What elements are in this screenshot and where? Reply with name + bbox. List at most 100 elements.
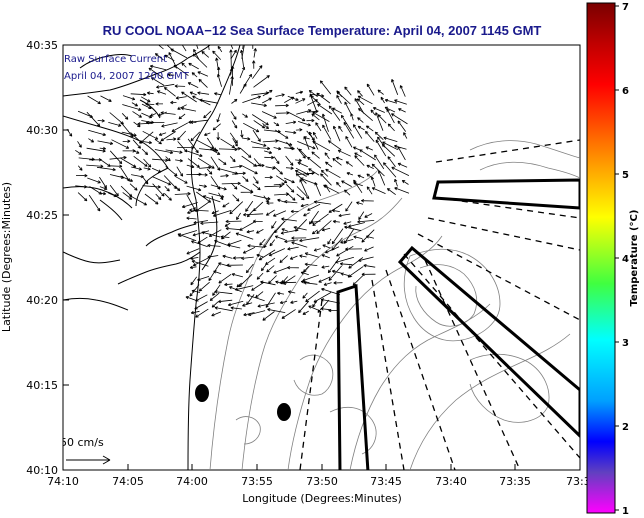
current-vector bbox=[239, 66, 246, 79]
current-vector bbox=[122, 95, 136, 101]
temperature-colorbar: 7 6 5 4 3 2 1 Temperature (°C) bbox=[586, 2, 640, 517]
current-vector bbox=[295, 98, 306, 104]
current-vector bbox=[391, 113, 408, 125]
current-vector bbox=[274, 220, 286, 234]
current-vector bbox=[284, 200, 298, 204]
current-vector bbox=[197, 71, 209, 77]
current-vector bbox=[240, 190, 254, 194]
current-vector bbox=[175, 96, 187, 100]
current-vector bbox=[399, 85, 406, 97]
current-vector bbox=[194, 45, 199, 50]
colorbar-ticks bbox=[615, 5, 619, 511]
current-vector bbox=[277, 291, 285, 296]
current-vector bbox=[285, 120, 297, 125]
current-vector bbox=[297, 121, 311, 127]
current-vector bbox=[252, 65, 263, 79]
current-vector bbox=[290, 300, 298, 304]
current-vector bbox=[343, 121, 355, 139]
current-vector bbox=[358, 211, 365, 221]
current-vector bbox=[185, 150, 203, 157]
current-vector bbox=[209, 292, 220, 301]
current-vector bbox=[335, 156, 343, 161]
current-vector bbox=[340, 239, 354, 244]
current-vector bbox=[224, 282, 233, 287]
current-vector bbox=[372, 107, 385, 113]
current-vector bbox=[220, 235, 230, 239]
current-vector bbox=[310, 220, 321, 224]
current-vector bbox=[264, 184, 283, 188]
current-vector bbox=[320, 169, 329, 177]
current-vector bbox=[286, 192, 296, 201]
current-vector bbox=[175, 158, 183, 163]
current-vector bbox=[231, 182, 238, 190]
current-vector bbox=[287, 246, 299, 251]
current-vector bbox=[207, 243, 221, 248]
x-tick-label: 73:40 bbox=[435, 475, 467, 488]
colorbar-tick: 7 bbox=[622, 2, 629, 13]
current-vector bbox=[328, 265, 343, 281]
current-vector bbox=[364, 213, 373, 218]
current-vector bbox=[357, 125, 365, 131]
current-vector bbox=[177, 233, 197, 242]
current-vector bbox=[377, 114, 387, 124]
current-vector bbox=[344, 86, 352, 96]
current-vector bbox=[346, 172, 354, 176]
current-vector bbox=[344, 189, 351, 196]
current-vector bbox=[241, 256, 254, 260]
current-vector bbox=[96, 166, 116, 172]
current-vector bbox=[227, 244, 241, 249]
current-vector bbox=[321, 113, 329, 132]
current-vector bbox=[306, 118, 315, 123]
current-vector bbox=[227, 300, 244, 307]
bathymetry-contours bbox=[209, 140, 580, 470]
current-vector bbox=[164, 186, 170, 192]
current-vector bbox=[354, 98, 365, 114]
current-vector bbox=[304, 252, 320, 258]
colorbar-tick: 6 bbox=[622, 86, 629, 97]
current-vector bbox=[181, 45, 187, 52]
current-vector bbox=[220, 138, 236, 149]
current-vector bbox=[331, 269, 343, 274]
current-vector bbox=[141, 103, 152, 109]
current-vector bbox=[163, 87, 176, 97]
current-vector bbox=[336, 245, 354, 257]
current-vector bbox=[299, 237, 320, 243]
current-vector bbox=[229, 49, 233, 68]
current-vector bbox=[252, 219, 263, 223]
current-vector bbox=[150, 113, 157, 117]
current-vector bbox=[345, 201, 353, 212]
current-vector bbox=[378, 170, 386, 186]
current-vector bbox=[141, 148, 149, 156]
current-vector bbox=[323, 184, 340, 194]
current-vector bbox=[75, 149, 82, 155]
current-vector bbox=[208, 264, 220, 282]
current-vector bbox=[253, 120, 266, 129]
current-vector bbox=[285, 166, 294, 170]
current-vector bbox=[177, 130, 186, 141]
current-vector bbox=[210, 184, 227, 191]
current-vector bbox=[187, 158, 200, 168]
current-vector bbox=[387, 156, 396, 167]
current-vector bbox=[357, 174, 365, 179]
current-vector bbox=[188, 119, 209, 124]
current-vector bbox=[152, 183, 165, 197]
current-vector bbox=[275, 93, 285, 97]
current-vector bbox=[216, 113, 221, 123]
current-vector bbox=[211, 210, 219, 215]
current-vector bbox=[338, 213, 351, 218]
current-vector bbox=[186, 248, 200, 255]
current-vector bbox=[251, 102, 267, 107]
current-vector bbox=[218, 273, 232, 284]
current-vector bbox=[280, 229, 299, 235]
current-vector bbox=[313, 200, 332, 205]
current-vector bbox=[283, 177, 295, 184]
current-vector bbox=[246, 294, 265, 302]
current-vector bbox=[240, 130, 244, 138]
current-vector bbox=[297, 161, 308, 168]
current-vector bbox=[274, 235, 286, 241]
current-vector bbox=[316, 220, 332, 234]
current-vector bbox=[236, 282, 242, 288]
colorbar-tick: 5 bbox=[622, 170, 629, 181]
current-vector bbox=[108, 122, 122, 127]
current-vector bbox=[146, 120, 165, 125]
